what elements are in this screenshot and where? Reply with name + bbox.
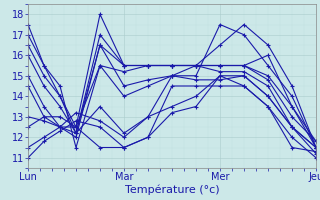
X-axis label: Température (°c): Température (°c): [125, 185, 219, 195]
